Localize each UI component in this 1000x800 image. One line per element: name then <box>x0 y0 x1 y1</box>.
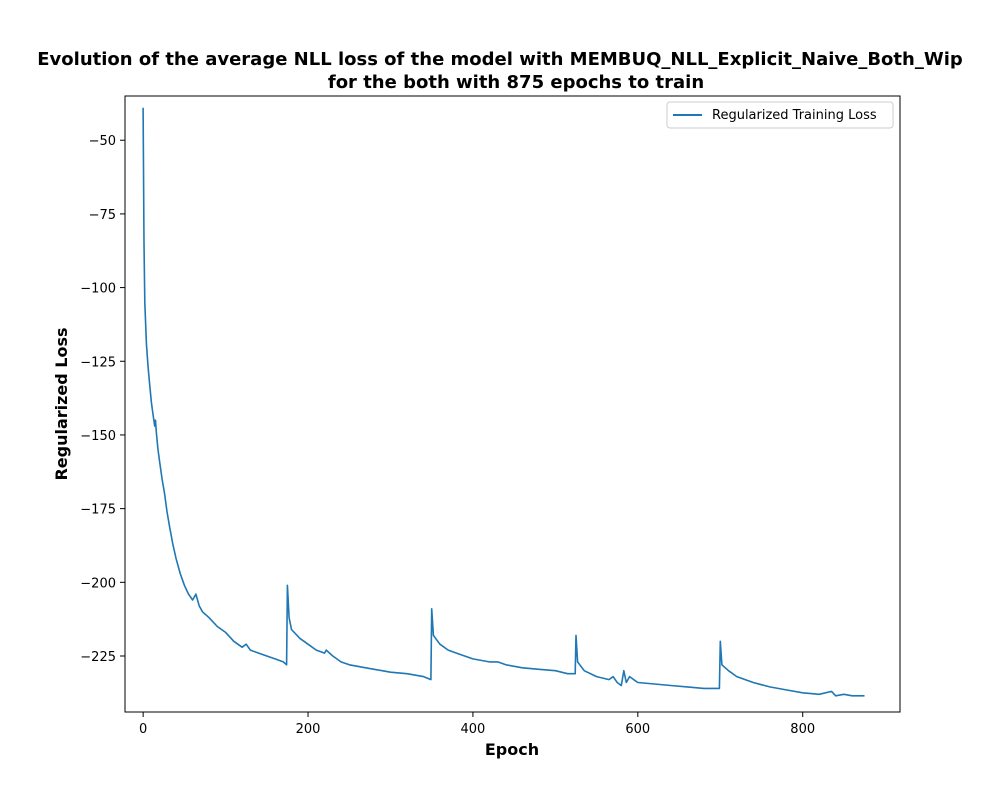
y-tick-label: −50 <box>89 134 116 149</box>
series-line-0 <box>142 107 865 697</box>
y-axis-label: Regularized Loss <box>52 327 71 480</box>
x-axis-ticks: 0 200 400 600 800 <box>139 712 815 737</box>
legend: Regularized Training Loss <box>666 101 894 129</box>
y-tick-label: −225 <box>80 650 116 665</box>
plot-area <box>142 107 865 697</box>
y-axis-ticks: −50 −75 −100 −125 −150 −175 −200 −225 <box>80 134 125 665</box>
x-tick-label: 0 <box>139 722 147 737</box>
x-tick-label: 600 <box>625 722 650 737</box>
y-tick-label: −75 <box>89 208 116 223</box>
y-tick-label: −200 <box>80 576 116 591</box>
y-tick-label: −150 <box>80 429 116 444</box>
x-tick-label: 800 <box>790 722 815 737</box>
y-tick-label: −100 <box>80 282 116 297</box>
y-tick-label: −125 <box>80 355 116 370</box>
x-axis-label: Epoch <box>485 740 539 759</box>
x-tick-label: 400 <box>461 722 486 737</box>
legend-box <box>666 101 894 129</box>
chart-title-line-2: for the both with 875 epochs to train <box>328 72 704 93</box>
chart-title-line-1: Evolution of the average NLL loss of the… <box>37 49 963 70</box>
axes-frame <box>124 95 901 713</box>
y-tick-label: −175 <box>80 503 116 518</box>
x-tick-label: 200 <box>296 722 321 737</box>
legend-entry-label: Regularized Training Loss <box>712 108 877 123</box>
